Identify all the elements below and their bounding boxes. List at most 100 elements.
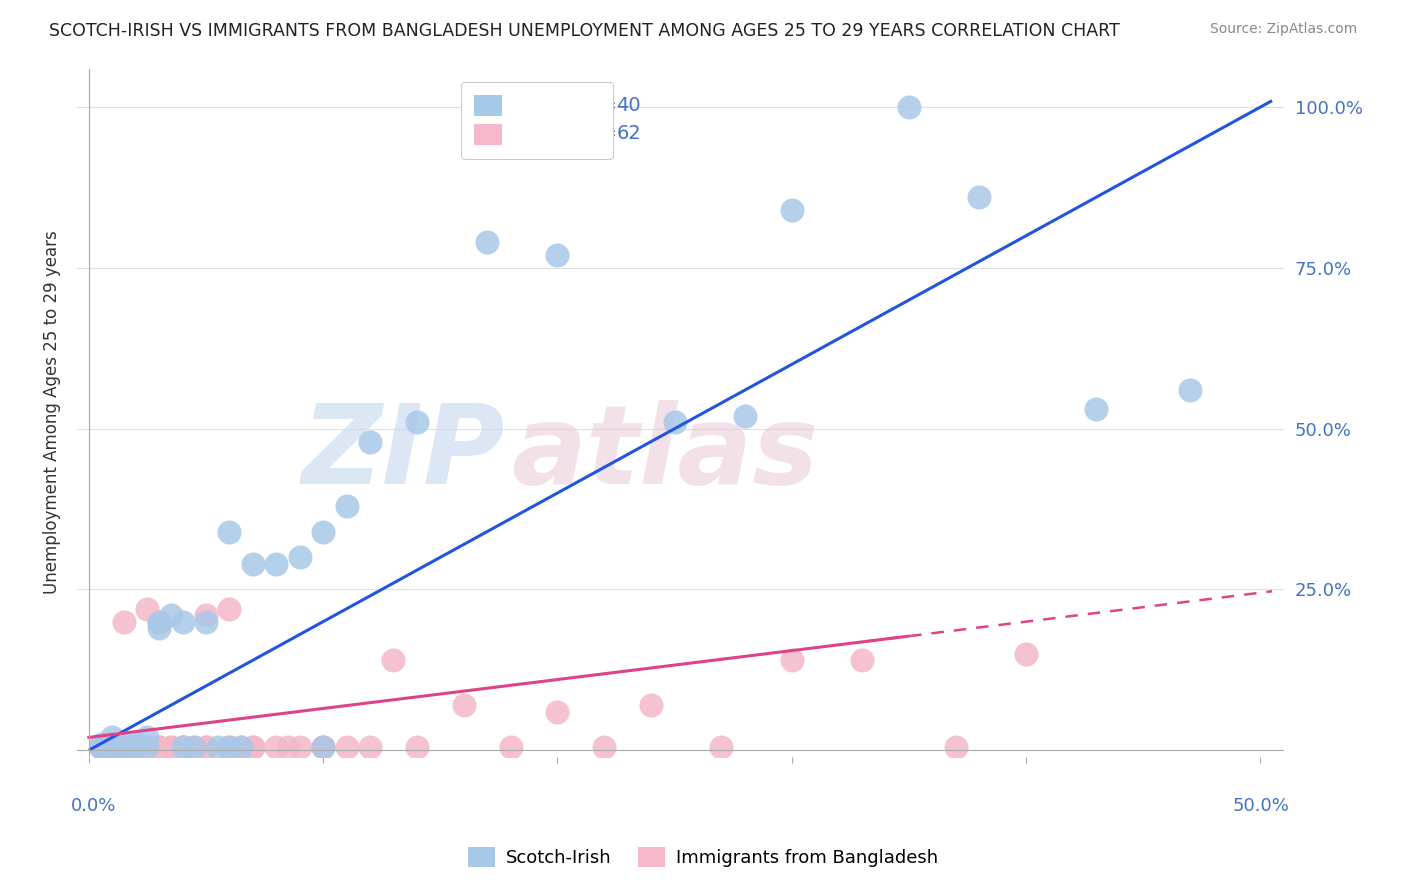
Point	[242, 740, 264, 755]
Point	[229, 740, 252, 755]
Point	[194, 740, 217, 755]
Point	[664, 415, 686, 429]
Point	[172, 740, 194, 755]
Point	[101, 740, 124, 755]
Point	[218, 740, 240, 755]
Point	[780, 202, 803, 217]
Point	[1085, 402, 1108, 417]
Point	[229, 740, 252, 755]
Point	[89, 740, 111, 755]
Y-axis label: Unemployment Among Ages 25 to 29 years: Unemployment Among Ages 25 to 29 years	[44, 231, 60, 594]
Point	[159, 740, 181, 755]
Point	[967, 190, 990, 204]
Point	[264, 740, 287, 755]
Text: 40: 40	[616, 96, 641, 115]
Point	[288, 740, 311, 755]
Point	[101, 740, 124, 755]
Point	[172, 615, 194, 629]
Point	[183, 740, 205, 755]
Text: Source: ZipAtlas.com: Source: ZipAtlas.com	[1209, 22, 1357, 37]
Point	[101, 740, 124, 755]
Text: 50.0%: 50.0%	[1233, 797, 1289, 814]
Point	[546, 248, 568, 262]
Point	[546, 705, 568, 719]
Point	[89, 740, 111, 755]
Point	[218, 602, 240, 616]
Text: 0.0%: 0.0%	[72, 797, 117, 814]
Point	[194, 740, 217, 755]
Point	[148, 615, 170, 629]
Text: 0.336: 0.336	[513, 124, 568, 144]
Point	[96, 740, 118, 755]
Point	[136, 740, 159, 755]
Text: SCOTCH-IRISH VS IMMIGRANTS FROM BANGLADESH UNEMPLOYMENT AMONG AGES 25 TO 29 YEAR: SCOTCH-IRISH VS IMMIGRANTS FROM BANGLADE…	[49, 22, 1121, 40]
Point	[136, 602, 159, 616]
Point	[335, 499, 357, 513]
Point	[897, 100, 920, 114]
Point	[453, 698, 475, 713]
Legend: Scotch-Irish, Immigrants from Bangladesh: Scotch-Irish, Immigrants from Bangladesh	[460, 839, 946, 874]
Point	[112, 740, 135, 755]
Point	[96, 740, 118, 755]
Point	[96, 740, 118, 755]
Point	[288, 550, 311, 565]
Point	[148, 740, 170, 755]
Point	[172, 740, 194, 755]
Point	[89, 740, 111, 755]
Point	[1178, 383, 1201, 397]
Point	[112, 615, 135, 629]
Point	[112, 740, 135, 755]
Point	[1015, 647, 1038, 661]
Point	[312, 524, 335, 539]
Point	[242, 740, 264, 755]
Point	[499, 740, 522, 755]
Point	[124, 737, 146, 751]
Point	[124, 740, 146, 755]
Point	[382, 653, 405, 667]
Point	[89, 740, 111, 755]
Point	[112, 740, 135, 755]
Point	[96, 740, 118, 755]
Point	[159, 608, 181, 623]
Point	[359, 434, 381, 449]
Point	[734, 409, 756, 423]
Text: N =: N =	[567, 124, 623, 144]
Point	[148, 621, 170, 635]
Point	[101, 737, 124, 751]
Point	[207, 740, 229, 755]
Point	[218, 524, 240, 539]
Point	[89, 740, 111, 755]
Point	[89, 740, 111, 755]
Point	[312, 740, 335, 755]
Point	[112, 737, 135, 751]
Point	[312, 740, 335, 755]
Point	[101, 740, 124, 755]
Legend: dummy1, dummy2: dummy1, dummy2	[461, 82, 613, 159]
Point	[194, 608, 217, 623]
Point	[101, 731, 124, 745]
Point	[359, 740, 381, 755]
Point	[194, 615, 217, 629]
Text: atlas: atlas	[512, 401, 818, 508]
Point	[89, 740, 111, 755]
Point	[405, 415, 427, 429]
Point	[640, 698, 662, 713]
Point	[89, 740, 111, 755]
Point	[183, 740, 205, 755]
Point	[124, 740, 146, 755]
Text: R =: R =	[467, 96, 509, 115]
Point	[136, 740, 159, 755]
Point	[172, 740, 194, 755]
Point	[475, 235, 498, 250]
Point	[218, 740, 240, 755]
Point	[124, 740, 146, 755]
Point	[335, 740, 357, 755]
Point	[312, 740, 335, 755]
Point	[264, 557, 287, 571]
Text: ZIP: ZIP	[302, 401, 506, 508]
Point	[89, 737, 111, 751]
Point	[89, 740, 111, 755]
Point	[242, 557, 264, 571]
Point	[89, 740, 111, 755]
Text: N =: N =	[567, 96, 623, 115]
